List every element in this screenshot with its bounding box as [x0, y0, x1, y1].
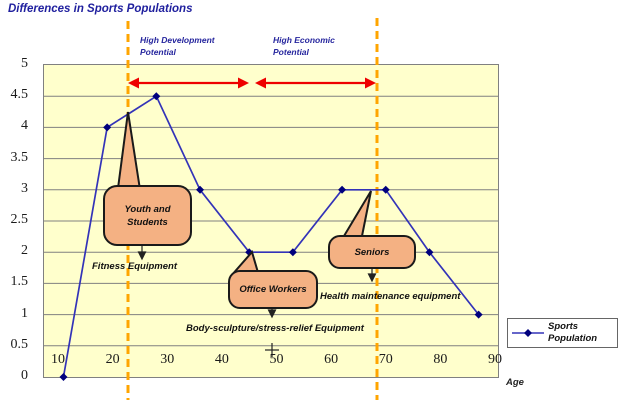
seniors-callout: Seniors [328, 235, 416, 269]
callout-text: Office Workers [239, 284, 307, 295]
x-axis-tick-label: 40 [214, 352, 229, 367]
zone-label-line: Potential [140, 46, 176, 57]
zone-label-line: High Development [140, 35, 215, 45]
x-axis-tick-label: 60 [324, 352, 339, 367]
zone-label-line: Potential [273, 46, 309, 57]
y-axis-tick-label: 0.5 [10, 336, 29, 352]
youth-students-callout: Youth and Students [103, 185, 192, 246]
chart-title: Differences in Sports Populations [8, 3, 193, 15]
x-axis-tick-label: 30 [160, 352, 175, 367]
legend-marker-icon [512, 329, 544, 337]
y-axis-tick-label: 3.5 [10, 149, 29, 165]
y-axis-tick-label: 4.5 [10, 87, 29, 103]
x-axis-tick-label: 50 [269, 352, 284, 367]
callout-text: Students [127, 216, 168, 228]
legend: Sports Population [507, 318, 618, 348]
y-axis-tick-label: 3 [21, 180, 28, 196]
zone-label-line: High Economic [273, 35, 335, 45]
y-axis-tick-label: 2 [21, 243, 28, 259]
fitness-equipment-label: Fitness Equipment [92, 261, 177, 272]
y-axis-tick-label: 2.5 [10, 212, 29, 227]
y-axis-tick-label: 1.5 [10, 274, 29, 290]
y-axis-tick-label: 4 [21, 118, 28, 134]
callout-text: Youth and [124, 203, 171, 215]
x-axis-title: Age [506, 377, 524, 388]
office-workers-callout: Office Workers [228, 270, 318, 309]
x-axis-tick-label: 20 [105, 352, 120, 367]
zone-label-high-development: High Development Potential [140, 35, 215, 58]
y-axis-tick-label: 1 [21, 305, 28, 321]
callout-text: Seniors [354, 246, 390, 258]
body-sculpture-equipment-label: Body-sculpture/stress-relief Equipment [186, 323, 364, 334]
x-axis-tick-label: 10 [51, 352, 65, 367]
x-axis-tick-label: 80 [433, 352, 448, 367]
health-maintenance-equipment-label: Health maintenance equipment [320, 291, 461, 302]
y-axis-tick-label: 5 [21, 56, 28, 71]
y-axis-tick-label: 0 [21, 368, 28, 383]
x-axis-tick-label: 90 [488, 352, 502, 367]
legend-series-label: Sports Population [548, 321, 598, 344]
zone-label-high-economic: High Economic Potential [273, 35, 335, 58]
x-axis-tick-label: 70 [378, 352, 393, 367]
